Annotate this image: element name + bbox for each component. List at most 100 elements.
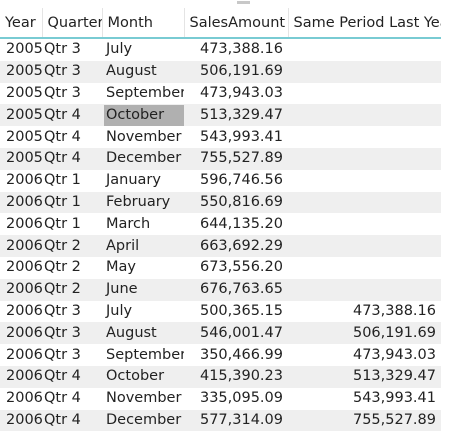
- table-row[interactable]: 2006 Qtr 4 October 415,390.23 513,329.47: [0, 365, 441, 388]
- cell-same-period-last-year[interactable]: [288, 257, 441, 279]
- cell-same-period-last-year[interactable]: [288, 83, 441, 105]
- cell-month[interactable]: June: [102, 278, 184, 301]
- cell-year[interactable]: 2005: [6, 128, 42, 145]
- cell-year[interactable]: 2006: [0, 409, 42, 431]
- cell-salesamount[interactable]: 506,191.69: [184, 60, 288, 83]
- cell-month[interactable]: March: [106, 215, 151, 232]
- cell-year[interactable]: 2005: [0, 147, 42, 170]
- cell-quarter[interactable]: Qtr 3: [44, 302, 81, 319]
- cell-same-period-last-year[interactable]: 513,329.47: [288, 365, 441, 388]
- cell-quarter[interactable]: Qtr 1: [44, 215, 81, 232]
- table-row[interactable]: 2006 Qtr 2 June 676,763.65: [0, 278, 441, 301]
- table-row[interactable]: 2006 Qtr 1 February 550,816.69: [0, 191, 441, 214]
- cell-salesamount[interactable]: 596,746.56: [199, 172, 283, 189]
- cell-year[interactable]: 2006: [0, 278, 42, 301]
- cell-same-period-last-year[interactable]: [288, 126, 441, 148]
- cell-salesamount[interactable]: 673,556.20: [199, 259, 283, 276]
- cell-year[interactable]: 2006: [6, 215, 42, 232]
- cell-salesamount[interactable]: 350,466.99: [199, 346, 283, 363]
- cell-same-period-last-year[interactable]: [288, 104, 441, 127]
- cell-month[interactable]: September: [106, 84, 184, 101]
- cell-salesamount[interactable]: 473,388.16: [199, 41, 283, 58]
- table-row[interactable]: 2006 Qtr 2 May 673,556.20: [0, 257, 441, 279]
- cell-year[interactable]: 2006: [0, 191, 42, 214]
- cell-quarter[interactable]: Qtr 1: [42, 191, 102, 214]
- cell-same-period-last-year[interactable]: [288, 60, 441, 83]
- cell-salesamount[interactable]: 513,329.47: [184, 104, 288, 127]
- cell-salesamount[interactable]: 676,763.65: [184, 278, 288, 301]
- cell-same-period-last-year[interactable]: 543,993.41: [352, 390, 436, 407]
- cell-salesamount[interactable]: 644,135.20: [199, 215, 283, 232]
- cell-quarter[interactable]: Qtr 4: [42, 147, 102, 170]
- cell-year[interactable]: 2005: [6, 84, 42, 101]
- table-row[interactable]: 2005 Qtr 4 November 543,993.41: [0, 126, 441, 148]
- table-row[interactable]: 2005 Qtr 3 August 506,191.69: [0, 60, 441, 83]
- cell-month[interactable]: December: [102, 409, 184, 431]
- cell-salesamount[interactable]: 550,816.69: [184, 191, 288, 214]
- cell-year[interactable]: 2005: [0, 104, 42, 127]
- cell-quarter[interactable]: Qtr 3: [44, 346, 81, 363]
- table-row[interactable]: 2005 Qtr 3 September 473,943.03: [0, 83, 441, 105]
- cell-month[interactable]: September: [106, 346, 184, 363]
- cell-salesamount[interactable]: 335,095.09: [199, 390, 283, 407]
- table-row[interactable]: 2006 Qtr 3 September 350,466.99 473,943.03: [0, 344, 441, 366]
- table-row[interactable]: 2006 Qtr 1 January 596,746.56: [0, 170, 441, 192]
- cell-quarter[interactable]: Qtr 4: [42, 104, 102, 127]
- cell-same-period-last-year[interactable]: [288, 278, 441, 301]
- cell-salesamount[interactable]: 543,993.41: [199, 128, 283, 145]
- cell-quarter[interactable]: Qtr 4: [42, 409, 102, 431]
- cell-same-period-last-year[interactable]: 506,191.69: [288, 322, 441, 345]
- table-row[interactable]: 2006 Qtr 2 April 663,692.29: [0, 235, 441, 257]
- cell-same-period-last-year[interactable]: [288, 38, 441, 61]
- column-header-quarter[interactable]: Quarter: [41, 8, 102, 39]
- cell-quarter[interactable]: Qtr 1: [44, 172, 81, 189]
- cell-same-period-last-year[interactable]: 473,388.16: [352, 302, 436, 319]
- cell-quarter[interactable]: Qtr 2: [42, 278, 102, 301]
- table-row[interactable]: 2005 Qtr 3 July 473,388.16: [0, 38, 441, 61]
- cell-year[interactable]: 2006: [0, 365, 42, 388]
- cell-same-period-last-year[interactable]: [288, 170, 441, 192]
- cell-year[interactable]: 2006: [6, 302, 42, 319]
- cell-month[interactable]: May: [106, 259, 136, 276]
- cell-same-period-last-year[interactable]: [288, 235, 441, 257]
- cell-salesamount[interactable]: 577,314.09: [184, 409, 288, 431]
- cell-quarter[interactable]: Qtr 2: [44, 259, 81, 276]
- cell-quarter[interactable]: Qtr 3: [44, 41, 81, 58]
- table-row[interactable]: 2005 Qtr 4 October 513,329.47: [0, 104, 441, 127]
- column-header-same-period-last-year[interactable]: Same Period Last Year: [287, 8, 441, 39]
- cell-quarter[interactable]: Qtr 4: [44, 128, 81, 145]
- cell-salesamount[interactable]: 755,527.89: [184, 147, 288, 170]
- cell-salesamount[interactable]: 415,390.23: [184, 365, 288, 388]
- cell-month[interactable]: November: [106, 390, 182, 407]
- cell-salesamount[interactable]: 500,365.15: [199, 302, 283, 319]
- cell-month[interactable]: April: [102, 235, 184, 257]
- cell-year[interactable]: 2005: [0, 60, 42, 83]
- table-row[interactable]: 2005 Qtr 4 December 755,527.89: [0, 147, 441, 170]
- cell-month[interactable]: July: [106, 41, 133, 58]
- column-header-year[interactable]: Year: [0, 8, 42, 39]
- cell-same-period-last-year[interactable]: [288, 191, 441, 214]
- cell-year[interactable]: 2006: [6, 346, 42, 363]
- column-header-month[interactable]: Month: [101, 8, 184, 39]
- cell-month[interactable]: November: [106, 128, 182, 145]
- cell-month[interactable]: July: [106, 302, 133, 319]
- cell-month[interactable]: October: [102, 365, 184, 388]
- cell-year[interactable]: 2006: [6, 172, 42, 189]
- cell-same-period-last-year[interactable]: [288, 147, 441, 170]
- cell-month[interactable]: February: [102, 191, 184, 214]
- cell-month[interactable]: January: [106, 172, 161, 189]
- cell-year[interactable]: 2006: [0, 235, 42, 257]
- cell-quarter[interactable]: Qtr 4: [44, 390, 81, 407]
- cell-same-period-last-year[interactable]: 473,943.03: [352, 346, 436, 363]
- cell-year[interactable]: 2006: [6, 259, 42, 276]
- table-row[interactable]: 2006 Qtr 4 December 577,314.09 755,527.89: [0, 409, 441, 431]
- cell-quarter[interactable]: Qtr 3: [42, 60, 102, 83]
- table-row[interactable]: 2006 Qtr 3 August 546,001.47 506,191.69: [0, 322, 441, 345]
- cell-month[interactable]: October: [102, 104, 184, 127]
- cell-year[interactable]: 2006: [0, 322, 42, 345]
- cell-quarter[interactable]: Qtr 4: [42, 365, 102, 388]
- table-row[interactable]: 2006 Qtr 3 July 500,365.15 473,388.16: [0, 301, 441, 323]
- cell-quarter[interactable]: Qtr 3: [44, 84, 81, 101]
- drag-handle[interactable]: [237, 1, 250, 4]
- cell-year[interactable]: 2005: [6, 41, 42, 58]
